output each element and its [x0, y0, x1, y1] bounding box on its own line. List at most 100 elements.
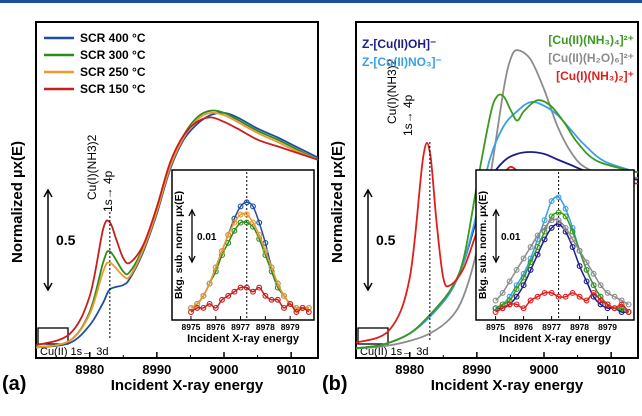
x-tick-label: 8990	[462, 362, 491, 377]
inset-data-point	[590, 270, 597, 277]
x-axis-title: Incident X-ray energy	[111, 377, 264, 394]
inset-data-point	[243, 284, 250, 291]
scale-bar-label: 0.5	[56, 232, 76, 248]
inset-series-line-0-3	[190, 286, 310, 313]
inset-data-point	[262, 248, 269, 255]
inset-data-point	[541, 289, 548, 296]
inset-data-point	[237, 203, 244, 210]
inset-data-point	[513, 286, 520, 293]
inset-data-point	[219, 248, 225, 255]
inset-data-point	[569, 244, 576, 250]
inset-data-point	[237, 211, 244, 218]
x-axis-title: Incident X-ray energy	[431, 377, 584, 394]
inset-data-point	[231, 288, 238, 295]
inset-x-tick-label: 8979	[281, 322, 300, 332]
scale-bar-arrow-up	[43, 188, 53, 198]
inset-data-point	[541, 217, 548, 224]
inset-data-point	[256, 219, 263, 226]
inset-x-tick-label: 8978	[256, 322, 275, 332]
inset-data-point	[499, 301, 506, 308]
inset-data-point	[576, 293, 583, 300]
inset-data-point	[287, 300, 294, 307]
inset-y-axis-title: Bkg. sub. norm. µx(E)	[173, 191, 185, 299]
inset-data-point	[513, 293, 520, 300]
inset-series-line-1-4	[495, 291, 630, 313]
plot-frame-1	[355, 21, 639, 359]
header-rule	[0, 0, 642, 3]
inset-data-point	[534, 251, 541, 258]
inset-data-point	[583, 297, 590, 304]
inset-data-point	[250, 219, 256, 226]
inset-data-point	[555, 221, 562, 228]
inset-data-point	[527, 259, 534, 266]
inset-data-point	[590, 293, 597, 300]
inset-data-point	[237, 219, 244, 226]
inset-data-point	[231, 219, 238, 226]
scale-bar-arrow-up	[363, 188, 373, 198]
inset-data-point	[250, 203, 256, 210]
inset-x-tick-label: 8977	[231, 322, 250, 332]
inset-data-point	[562, 205, 569, 212]
legend-label: SCR 150 °C	[80, 82, 146, 96]
peak-annotation: Cu(I)(NH3)2	[385, 58, 399, 124]
inset-data-point	[611, 305, 618, 312]
x-tick-label: 8980	[75, 362, 104, 377]
inset-data-point	[200, 304, 207, 311]
inset-data-point	[562, 213, 569, 220]
inset-data-point	[194, 300, 201, 307]
inset-data-point	[569, 228, 576, 235]
inset-data-point	[618, 301, 625, 308]
inset-data-point	[597, 301, 604, 308]
inset-x-axis-title: Incident X-ray energy	[499, 333, 612, 345]
inset-data-point	[597, 297, 604, 304]
inset-data-point	[293, 309, 300, 315]
panel-label: (b)	[322, 373, 348, 395]
inset-data-point	[194, 304, 201, 311]
inset-scale-arrow-down	[188, 255, 196, 264]
inset-data-point	[262, 292, 269, 299]
inset-data-point	[206, 300, 213, 307]
inset-data-point	[534, 244, 541, 250]
inset-data-point	[268, 296, 275, 303]
inset-data-point	[576, 247, 583, 254]
inset-data-point	[492, 309, 499, 315]
transition-annotation: 1s→ 4p	[101, 170, 115, 212]
inset-data-point	[548, 217, 555, 224]
inset-data-point	[548, 213, 555, 220]
inset-data-point	[274, 280, 281, 287]
inset-data-point	[534, 293, 541, 300]
inset-data-point	[618, 309, 625, 315]
preedge-label: Cu(II) 1s→ 3d	[40, 346, 108, 358]
inset-scale-arrow-up	[492, 208, 500, 217]
series-line-1-1	[355, 100, 639, 350]
inset-data-point	[604, 289, 611, 296]
inset-data-point	[225, 292, 232, 299]
inset-data-point	[548, 198, 555, 205]
scale-bar-arrow-down	[363, 282, 373, 292]
inset-data-point	[237, 284, 244, 291]
plot-frame-0	[35, 21, 319, 359]
inset-data-point	[256, 231, 263, 238]
inset-frame-0	[171, 169, 315, 321]
x-tick-label: 9000	[530, 362, 559, 377]
inset-data-point	[625, 301, 632, 308]
preedge-box	[357, 327, 389, 345]
inset-data-point	[268, 264, 275, 271]
series-line-0-2	[35, 111, 319, 349]
inset-data-point	[569, 236, 576, 243]
inset-data-point	[527, 266, 534, 273]
inset-data-point	[513, 266, 520, 273]
x-tick-label: 9010	[277, 362, 306, 377]
inset-data-point	[188, 304, 194, 311]
inset-data-point	[513, 301, 520, 308]
inset-data-point	[520, 305, 527, 312]
inset-data-point	[520, 255, 527, 262]
legend-label: SCR 250 °C	[80, 65, 146, 79]
inset-data-point	[492, 297, 499, 304]
inset-x-tick-label: 8979	[598, 322, 617, 332]
inset-frame-1	[475, 169, 635, 321]
legend-label: SCR 300 °C	[80, 48, 146, 62]
inset-data-point	[541, 236, 548, 243]
scale-bar-label: 0.5	[376, 232, 396, 248]
